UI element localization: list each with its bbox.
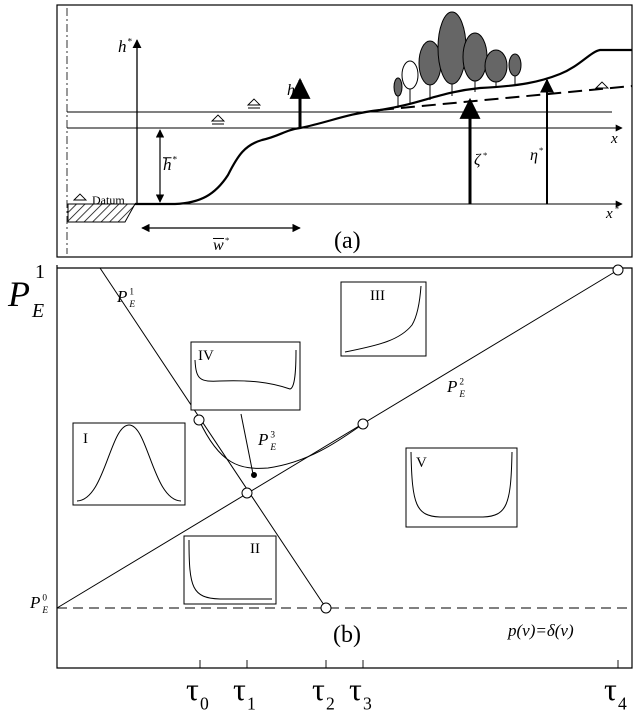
symbol: P [29, 593, 40, 612]
tau-label: τ [312, 671, 325, 707]
region-label: II [250, 541, 260, 557]
subscript: E [128, 300, 135, 310]
symbol: P [446, 377, 457, 396]
panel-label: (b) [333, 622, 361, 648]
panel-a [56, 4, 633, 258]
subscript: 3 [363, 694, 372, 711]
symbol: x [605, 206, 613, 222]
superscript: * [128, 37, 133, 47]
tau-label: τ [233, 671, 246, 707]
symbol: w [213, 237, 224, 254]
annotation: p(v)=δ(v) [507, 621, 574, 640]
region-label: III [370, 288, 385, 304]
superscript: * [615, 204, 619, 213]
superscript: 0 [42, 593, 47, 603]
symbol: P [257, 430, 268, 449]
region-label: V [416, 455, 427, 471]
symbol: η [530, 147, 538, 164]
subscript: 0 [200, 694, 209, 711]
datum-label: Datum [92, 193, 125, 207]
subscript: 4 [618, 694, 627, 711]
region-label: I [83, 431, 88, 447]
symbol: ζ [474, 152, 482, 169]
subscript: 1 [247, 694, 256, 711]
subscript: 2 [326, 694, 335, 711]
symbol: h [287, 82, 295, 99]
symbol: h [163, 155, 172, 174]
superscript: * [225, 235, 229, 245]
superscript: 1 [129, 287, 134, 297]
tau-label: τ [349, 671, 362, 707]
superscript: 3 [270, 430, 275, 440]
axis-label: 1 [35, 261, 45, 283]
region-label: IV [198, 348, 214, 364]
superscript: * [173, 155, 178, 165]
symbol: P [116, 287, 127, 306]
superscript: * [483, 150, 487, 160]
tau-label: τ [186, 671, 199, 707]
symbol: h [118, 37, 127, 56]
subscript: E [269, 443, 276, 453]
panel-b [56, 264, 633, 669]
symbol: P [7, 274, 30, 314]
subscript: E [41, 606, 48, 616]
panel-label: (a) [334, 228, 361, 254]
symbol: x [610, 131, 618, 147]
subscript: E [458, 390, 465, 400]
tau-label: τ [604, 671, 617, 707]
superscript: * [539, 145, 543, 155]
subscript: E [31, 300, 44, 322]
superscript: 2 [459, 377, 464, 387]
